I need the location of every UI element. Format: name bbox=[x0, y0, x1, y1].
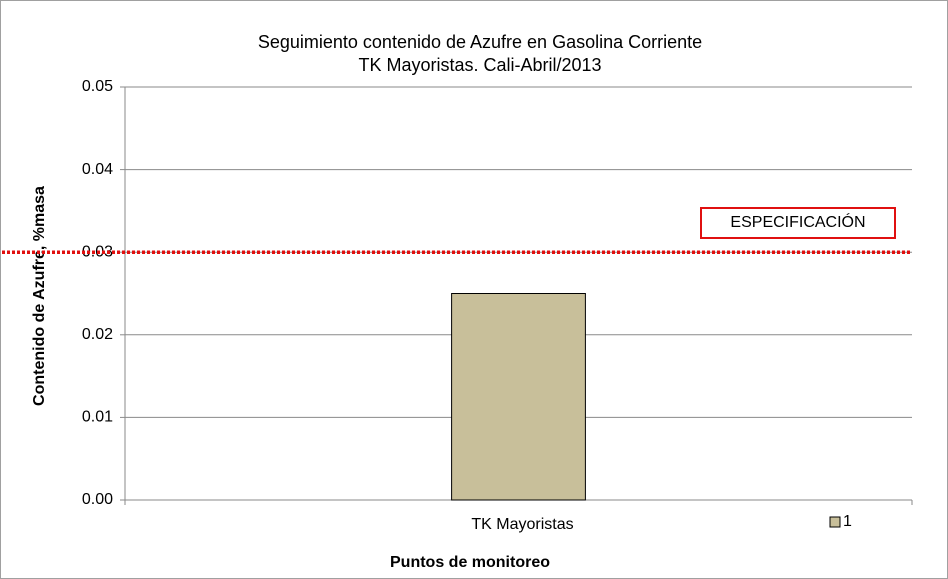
chart-title: TK Mayoristas. Cali-Abril/2013 bbox=[358, 55, 601, 75]
y-tick-label: 0.05 bbox=[82, 78, 113, 95]
y-axis-title: Contenido de Azufre, %masa bbox=[31, 186, 48, 406]
bar bbox=[451, 293, 586, 501]
y-tick-label: 0.02 bbox=[82, 326, 113, 343]
chart-title: Seguimiento contenido de Azufre en Gasol… bbox=[258, 32, 702, 52]
y-tick-label: 0.01 bbox=[82, 409, 113, 426]
y-tick-label: 0.04 bbox=[82, 161, 113, 178]
y-tick-label: 0.00 bbox=[82, 491, 113, 508]
legend-label: 1 bbox=[843, 513, 852, 530]
reference-label-box bbox=[700, 207, 896, 239]
x-axis-title: Puntos de monitoreo bbox=[390, 554, 550, 571]
reference-label: ESPECIFICACIÓN bbox=[730, 212, 865, 231]
x-tick-label: TK Mayoristas bbox=[471, 516, 573, 533]
legend-swatch bbox=[829, 516, 841, 528]
